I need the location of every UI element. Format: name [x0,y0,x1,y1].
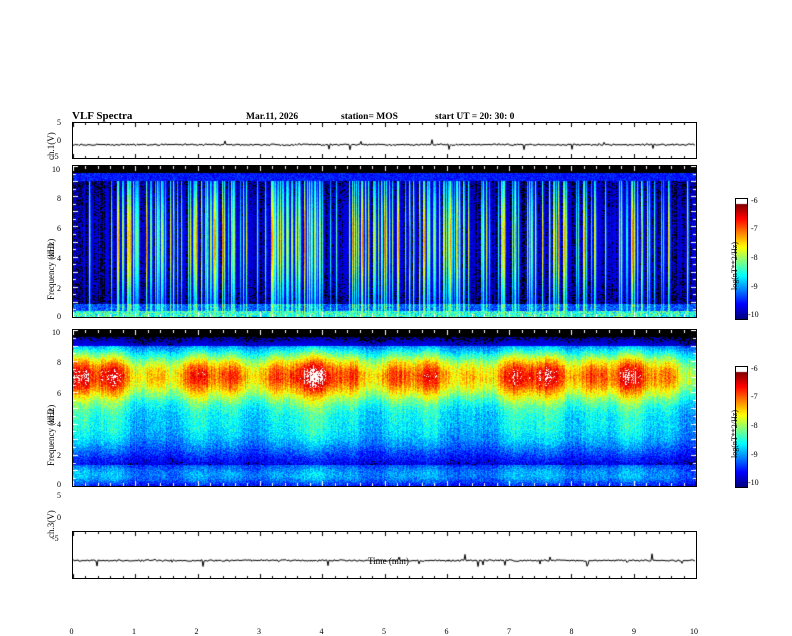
colorbar-ch1-label: log(nT**2/Hz) [730,242,739,290]
ch3-voltage-panel [72,531,697,579]
ch3v-tick-5: 5 [57,491,61,500]
ch3v-tick-minus5: -5 [52,534,59,543]
ch1-ytick-4: 4 [57,254,61,263]
ch1-frequency-axis-label: Frequency (kHz) [46,238,56,300]
cb2-tick-minus9: -9 [751,450,758,459]
ch2-ytick-2: 2 [57,451,61,460]
ch2-frequency-axis-label: Frequency (kHz) [46,404,56,466]
cb1-tick-minus9: -9 [751,282,758,291]
ch1-ytick-10: 10 [52,165,60,174]
cb1-tick-minus6: -6 [751,196,758,205]
ch2-ytick-4: 4 [57,420,61,429]
figure-root: VLF Spectra Mar.11, 2026 station= MOS st… [46,110,759,636]
cb2-tick-minus6: -6 [751,364,758,373]
header-start-ut: start UT = 20: 30: 0 [435,112,515,122]
ch2-ytick-0: 0 [57,480,61,489]
ch1-voltage-panel [72,122,697,159]
ch2-ytick-8: 8 [57,358,61,367]
ch1-voltage-axis-label: ch.1(V) [46,132,56,160]
cb2-tick-minus7: -7 [751,392,758,401]
x-tick-6: 6 [444,627,449,636]
x-tick-4: 4 [319,627,324,636]
ch1-ytick-0: 0 [57,312,61,321]
colorbar-ch1 [735,198,748,320]
cb1-tick-minus10: -10 [748,310,759,319]
x-tick-7: 7 [507,627,511,636]
header-date: Mar.11, 2026 [246,112,299,122]
cb2-tick-minus8: -8 [751,421,758,430]
x-tick-2: 2 [194,627,199,636]
x-tick-3: 3 [257,627,261,636]
x-tick-8: 8 [569,627,574,636]
ch1v-tick-5: 5 [57,118,61,127]
ch3-voltage-axis-label: ch.3(V) [46,510,56,538]
ch1-ytick-8: 8 [57,194,61,203]
x-tick-10: 10 [690,627,698,636]
x-tick-5: 5 [382,627,386,636]
ch3v-tick-0: 0 [57,513,61,522]
x-tick-9: 9 [632,627,636,636]
ch1-spectrogram [72,165,697,318]
ch1v-tick-minus5: -5 [52,152,59,161]
colorbar-ch2-label: log(nT**2/Hz) [730,410,739,458]
ch1-ytick-2: 2 [57,284,61,293]
ch2-ytick-6: 6 [57,389,61,398]
cb1-tick-minus8: -8 [751,253,758,262]
x-axis-label: Time (min) [368,556,409,566]
x-tick-0: 0 [69,627,74,636]
x-tick-1: 1 [132,627,136,636]
page-title: VLF Spectra [72,110,133,122]
header-station: station= MOS [341,112,398,122]
cb1-tick-minus7: -7 [751,224,758,233]
colorbar-ch2 [735,366,748,488]
ch1v-tick-0: 0 [57,136,61,145]
ch1-ytick-6: 6 [57,224,61,233]
ch2-ytick-10: 10 [52,328,60,337]
ch2-spectrogram [72,329,697,487]
cb2-tick-minus10: -10 [748,478,759,487]
